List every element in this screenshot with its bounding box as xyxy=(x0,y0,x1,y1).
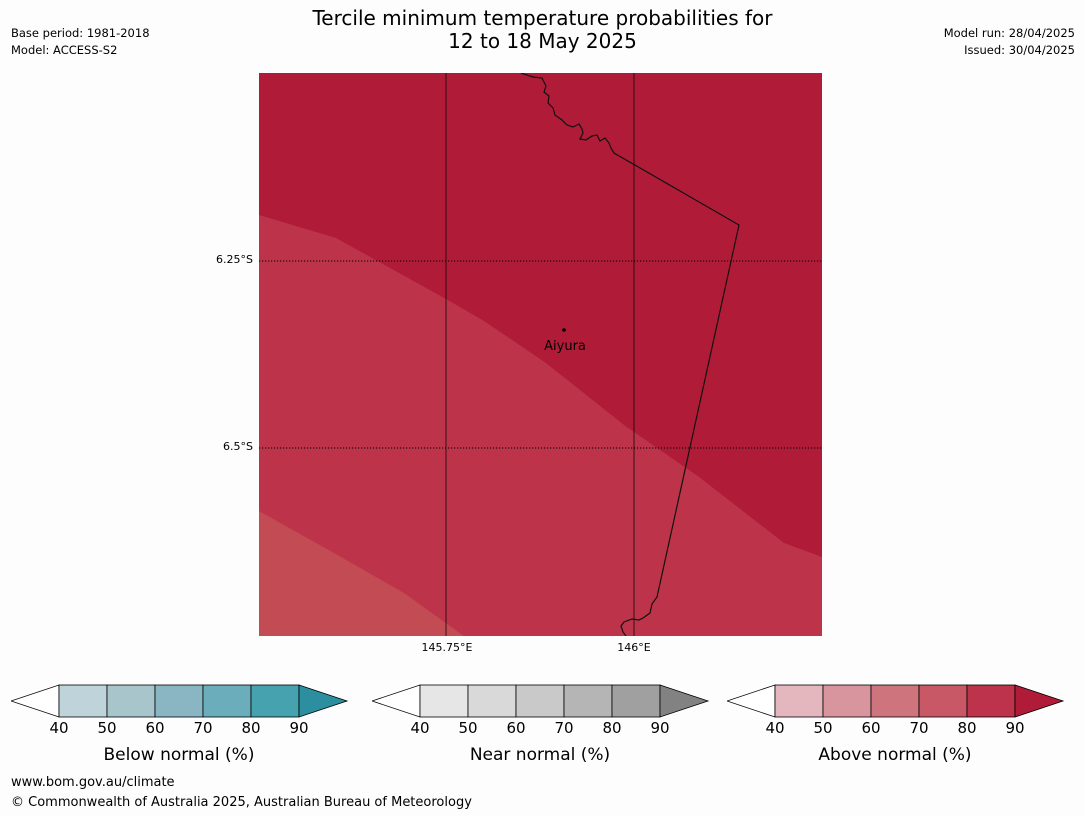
colorbar-tick-label: 90 xyxy=(289,719,309,737)
aiyura-label: Aiyura xyxy=(544,339,586,354)
colorbar-tick-label: 40 xyxy=(765,719,785,737)
colorbar-segment xyxy=(419,684,469,718)
colorbar-tick-label: 90 xyxy=(650,719,670,737)
colorbar-tick-label: 60 xyxy=(506,719,526,737)
footer-url[interactable]: www.bom.gov.au/climate xyxy=(11,775,175,790)
colorbar-tick-label: 40 xyxy=(49,719,69,737)
colorbar-segment xyxy=(250,684,300,718)
title-line-1: Tercile minimum temperature probabilitie… xyxy=(312,6,773,30)
colorbar-segment xyxy=(154,684,204,718)
colorbar-segment xyxy=(611,684,661,718)
colorbar-min-extend xyxy=(11,684,60,718)
model-name: Model: ACCESS-S2 xyxy=(11,43,118,57)
colorbar-tick-label: 50 xyxy=(97,719,117,737)
colorbar-tick-label: 50 xyxy=(458,719,478,737)
colorbar-segment xyxy=(58,684,108,718)
colorbar-tick-label: 70 xyxy=(193,719,213,737)
colorbar-tick-label: 70 xyxy=(554,719,574,737)
colorbar-tick-label: 80 xyxy=(957,719,977,737)
province-boundary xyxy=(520,73,740,636)
lat-label-6-5: 6.5°S xyxy=(223,440,253,453)
colorbar-label-above: Above normal (%) xyxy=(818,745,972,765)
colorbar-label-near: Near normal (%) xyxy=(469,745,611,765)
lon-label-145-75: 145.75°E xyxy=(421,641,473,654)
header-left: Base period: 1981-2018 Model: ACCESS-S2 xyxy=(11,25,150,59)
colorbar-max-extend xyxy=(1014,684,1065,718)
model-run: Model run: 28/04/2025 xyxy=(943,26,1075,40)
lat-label-6-25: 6.25°S xyxy=(216,253,253,266)
colorbar-tick-label: 60 xyxy=(145,719,165,737)
issued-date: Issued: 30/04/2025 xyxy=(964,43,1075,57)
colorbar-segment xyxy=(966,684,1016,718)
colorbar-tick-label: 70 xyxy=(909,719,929,737)
colorbar-max-extend xyxy=(659,684,710,718)
colorbar-tick-label: 80 xyxy=(602,719,622,737)
colorbar-segment xyxy=(918,684,968,718)
colorbar-segment xyxy=(202,684,252,718)
colorbar-segment xyxy=(467,684,517,718)
colorbar-label-below: Below normal (%) xyxy=(103,745,255,765)
colorbar-tick-label: 40 xyxy=(410,719,430,737)
footer-copyright: © Commonwealth of Australia 2025, Austra… xyxy=(11,795,472,810)
colorbar-segment xyxy=(870,684,920,718)
colorbar-segment xyxy=(822,684,872,718)
base-period: Base period: 1981-2018 xyxy=(11,26,150,40)
colorbar-above xyxy=(727,684,1065,718)
colorbar-min-extend xyxy=(372,684,421,718)
colorbar-tick-label: 90 xyxy=(1005,719,1025,737)
header-right: Model run: 28/04/2025 Issued: 30/04/2025 xyxy=(944,25,1075,59)
colorbar-min-extend xyxy=(727,684,776,718)
page-title: Tercile minimum temperature probabilitie… xyxy=(0,7,1085,53)
aiyura-marker xyxy=(562,328,566,332)
colorbar-tick-label: 50 xyxy=(813,719,833,737)
lon-label-146: 146°E xyxy=(617,641,651,654)
zone-above-60-70 xyxy=(259,511,464,636)
colorbar-below xyxy=(11,684,349,718)
colorbar-tick-label: 80 xyxy=(241,719,261,737)
colorbar-max-extend xyxy=(298,684,349,718)
colorbar-segment xyxy=(515,684,565,718)
colorbar-tick-label: 60 xyxy=(861,719,881,737)
probability-map: Aiyura xyxy=(259,73,822,636)
colorbar-segment xyxy=(774,684,824,718)
colorbar-near xyxy=(372,684,710,718)
title-line-2: 12 to 18 May 2025 xyxy=(448,29,637,53)
zone-above-70-80 xyxy=(259,215,822,636)
colorbar-segment xyxy=(563,684,613,718)
colorbar-segment xyxy=(106,684,156,718)
